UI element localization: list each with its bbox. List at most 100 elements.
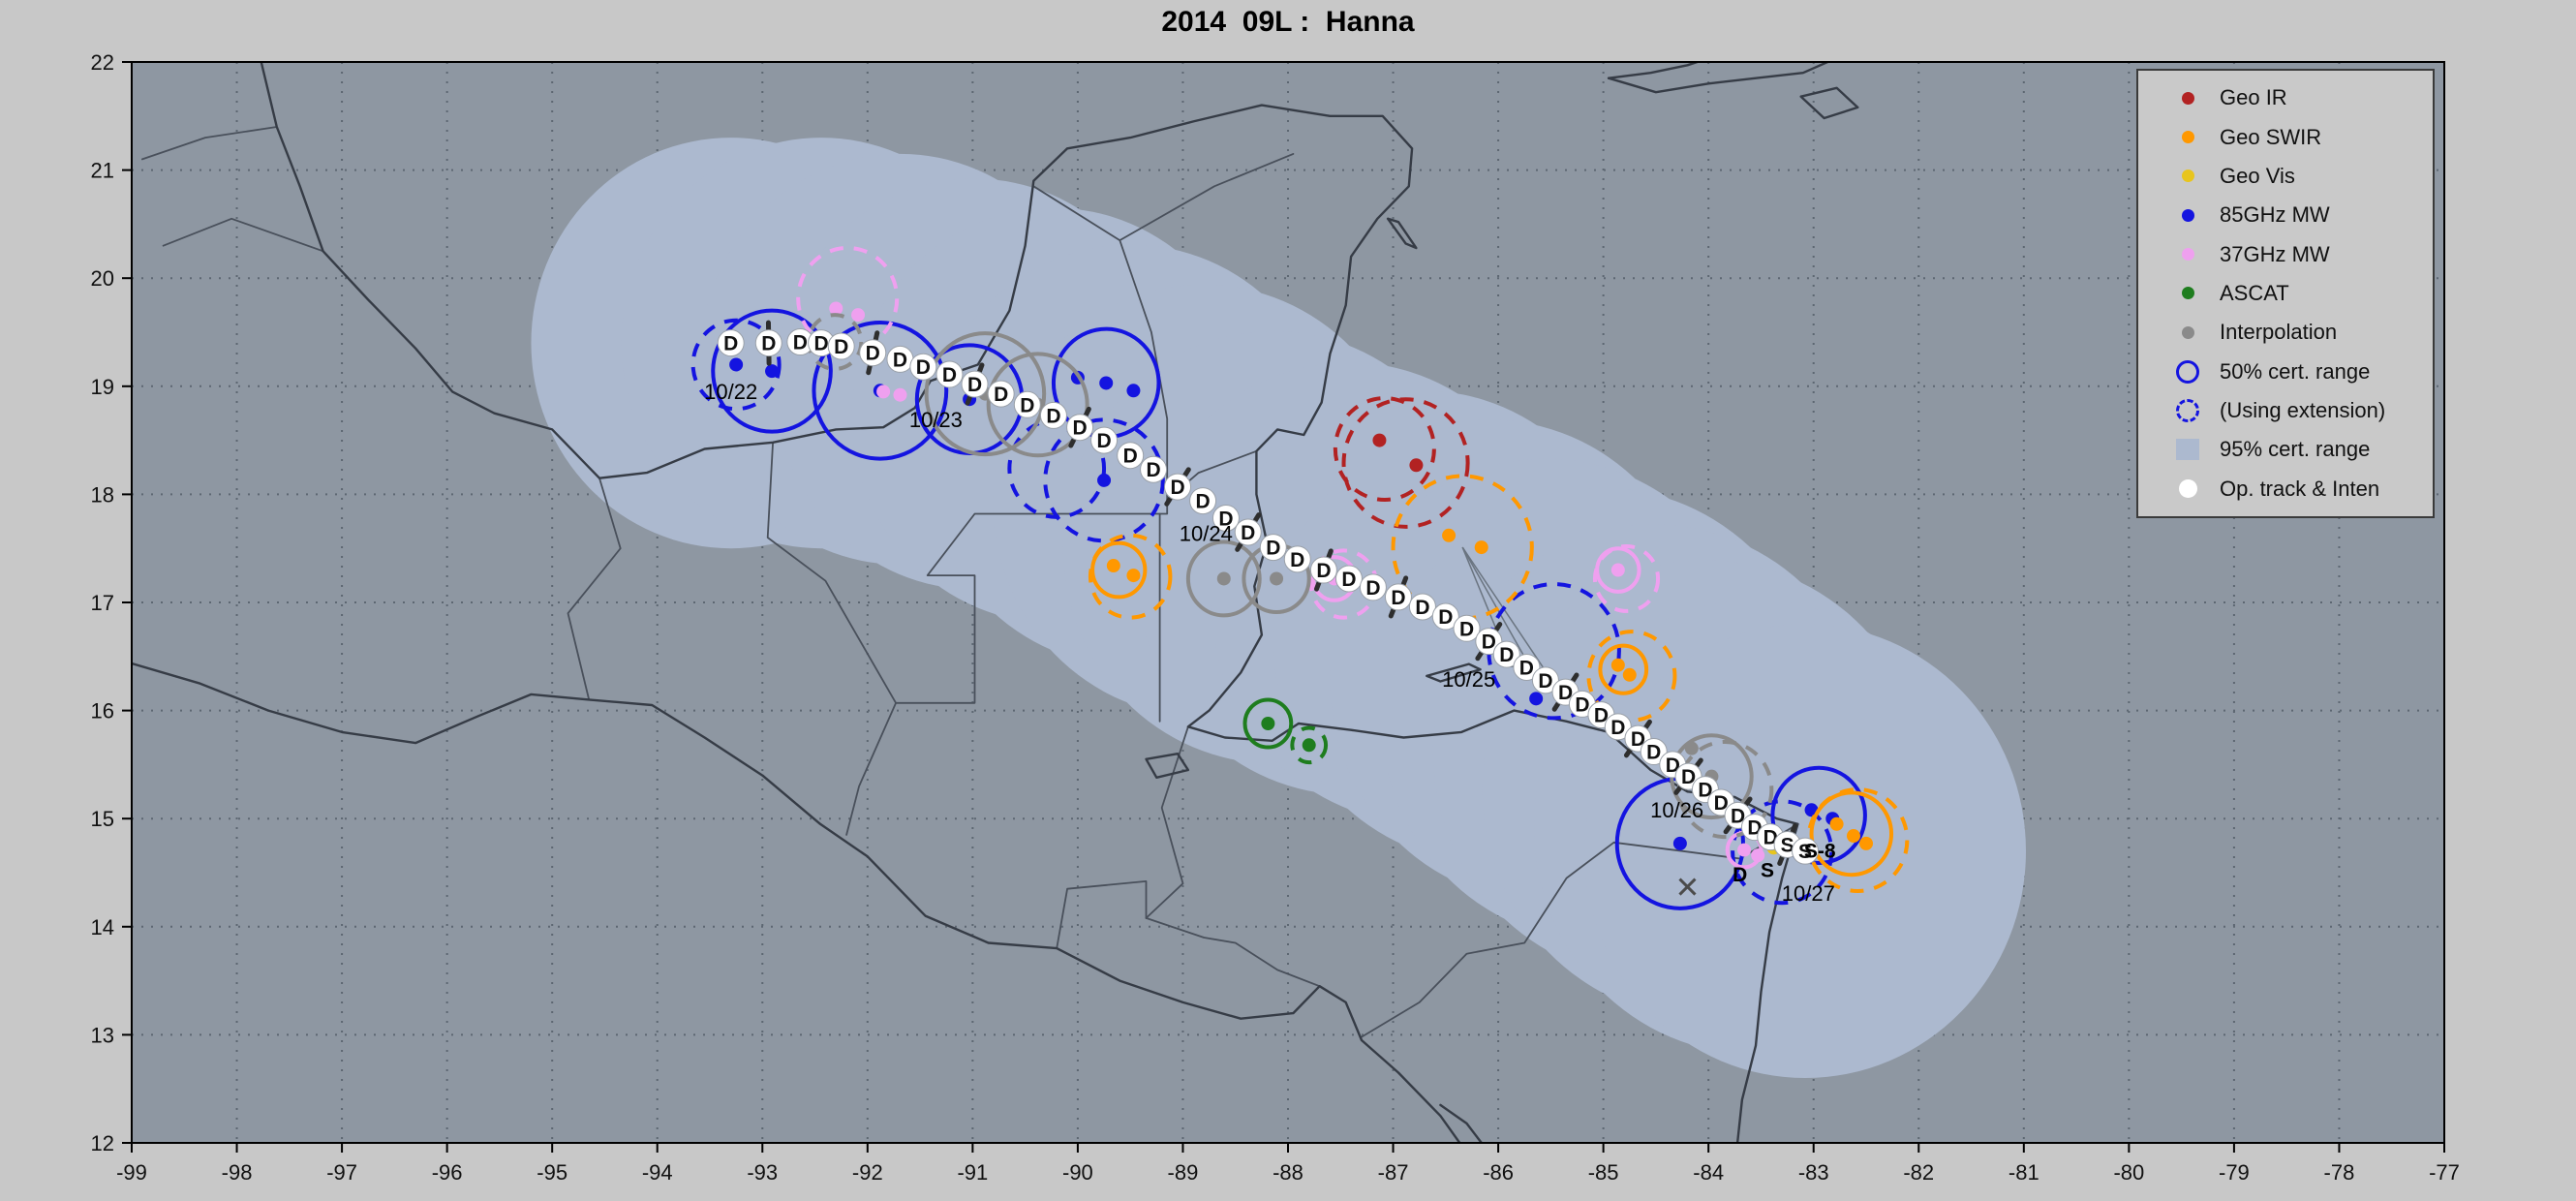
y-tick-label: 18 (91, 482, 114, 507)
track-point (1211, 504, 1240, 532)
x-tick-label: -94 (642, 1160, 673, 1185)
date-label: 10/24 (1180, 521, 1233, 545)
track-intensity-letter: S (1798, 841, 1812, 863)
map-line (1386, 217, 1418, 250)
track-point (1117, 442, 1145, 470)
legend-item-label: 85GHz MW (2220, 202, 2330, 228)
fix-dot-swir (1474, 540, 1488, 555)
x-marks-layer (1678, 878, 1697, 896)
fix-dot-swir (1829, 816, 1844, 831)
map-line (1426, 662, 1482, 683)
track-point (1140, 455, 1168, 483)
fix-dot-interp (1216, 571, 1231, 586)
track-point (1492, 640, 1520, 668)
track-point (1090, 426, 1119, 454)
date-label: 10/27 (1782, 881, 1835, 906)
map-line (1607, 62, 1702, 79)
x-tick-label: -79 (2219, 1160, 2250, 1185)
map-line (140, 126, 278, 161)
dot-legend-marker-icon (2181, 208, 2194, 222)
fix-dot-mw37 (1737, 843, 1752, 857)
fix-circle-mw85 (690, 318, 782, 412)
legend-item-geo-swir: Geo SWIR (2171, 120, 2427, 155)
track-intensity-letter: D (1072, 417, 1087, 440)
track-intensity-letter: D (1558, 682, 1573, 704)
x-tick-label: -92 (852, 1160, 883, 1185)
track-intensity-letter: D (1123, 446, 1138, 468)
track-point (717, 329, 745, 357)
track-point (1431, 602, 1459, 631)
legend: Geo IR Geo SWIR Geo Vis 85GHz MW 37GHz MW ASC… (2136, 69, 2435, 518)
track-intensity-letter: D (1731, 805, 1745, 827)
dot-legend-marker-icon (2181, 287, 2194, 300)
x-tick-label: -83 (1798, 1160, 1829, 1185)
track-intensity-letter: D (1538, 670, 1552, 693)
fix-dot-mw85 (1672, 836, 1687, 850)
fix-dot-mw85 (729, 357, 744, 372)
track-intensity-letter: D (1714, 792, 1729, 815)
y-tick-label: 14 (91, 915, 114, 939)
fix-dot-swir (1442, 528, 1457, 542)
fix-dot-interp (1684, 741, 1699, 755)
y-tick-label: 13 (91, 1023, 114, 1047)
fan-line (1461, 546, 1557, 688)
x-tick-label: -80 (2113, 1160, 2144, 1185)
x-mark (1678, 878, 1697, 896)
track-intensity-letter: D (1341, 569, 1356, 591)
extra-track-label: D (1733, 864, 1747, 886)
map-line (1145, 753, 1190, 779)
track-point (859, 339, 887, 367)
track-intensity-letter: D (1575, 693, 1589, 716)
track-intensity-letter: D (1631, 728, 1645, 751)
track-point (1604, 713, 1632, 741)
x-tick-label: -88 (1273, 1160, 1303, 1185)
track-intensity-letter: D (1290, 549, 1304, 571)
x-tick-label: -91 (957, 1160, 988, 1185)
track-point (1640, 738, 1668, 766)
map-line (1119, 152, 1295, 242)
patch-legend-marker-icon (2176, 439, 2199, 461)
white-dot-legend-marker-icon (2178, 479, 2197, 499)
x-tick-label: -89 (1168, 1160, 1199, 1185)
fix-dot-swir (1106, 559, 1120, 573)
legend-item-85ghz-mw: 85GHz MW (2171, 198, 2427, 232)
fix-dot-mw37 (893, 387, 907, 402)
fix-dot-ir (1372, 433, 1387, 447)
track-intensity-letter: D (1046, 405, 1060, 427)
track-point (987, 380, 1015, 408)
x-tick-label: -97 (326, 1160, 357, 1185)
track-intensity-letter: D (1415, 597, 1429, 619)
x-tick-label: -81 (2009, 1160, 2039, 1185)
y-tick-label: 16 (91, 699, 114, 724)
legend-item-label: (Using extension) (2220, 398, 2386, 423)
x-tick-label: -78 (2324, 1160, 2355, 1185)
x-tick-label: -98 (222, 1160, 253, 1185)
track-intensity-letter: D (813, 333, 828, 355)
y-tick-label: 22 (91, 50, 114, 75)
track-intensity-letter: D (1438, 606, 1453, 629)
fix-dot-mw85 (1126, 384, 1141, 398)
track-point (1384, 583, 1412, 611)
fix-dot-swir (1610, 658, 1625, 672)
fix-dot-mw37 (1610, 563, 1625, 577)
track-point (961, 370, 989, 398)
track-intensity-letter: D (893, 349, 907, 371)
fix-circle-mw85 (711, 308, 833, 434)
track-intensity-letter: D (1316, 560, 1331, 582)
y-tick-label: 20 (91, 266, 114, 291)
date-label: 10/22 (704, 380, 757, 404)
legend-item-label: 95% cert. range (2220, 437, 2371, 462)
fix-dot-mw85 (1529, 692, 1544, 706)
map-line (567, 477, 622, 701)
track-point (1531, 666, 1559, 694)
y-tick-label: 21 (91, 159, 114, 183)
track-intensity-letter: D (1519, 657, 1534, 679)
track-intensity-letter: D (723, 333, 738, 355)
track-point (754, 329, 782, 357)
map-line (1799, 86, 1859, 120)
dot-legend-marker-icon (2181, 169, 2194, 183)
track-intensity-letter: D (1266, 538, 1280, 560)
map-line (766, 441, 897, 704)
track-point (827, 332, 855, 360)
